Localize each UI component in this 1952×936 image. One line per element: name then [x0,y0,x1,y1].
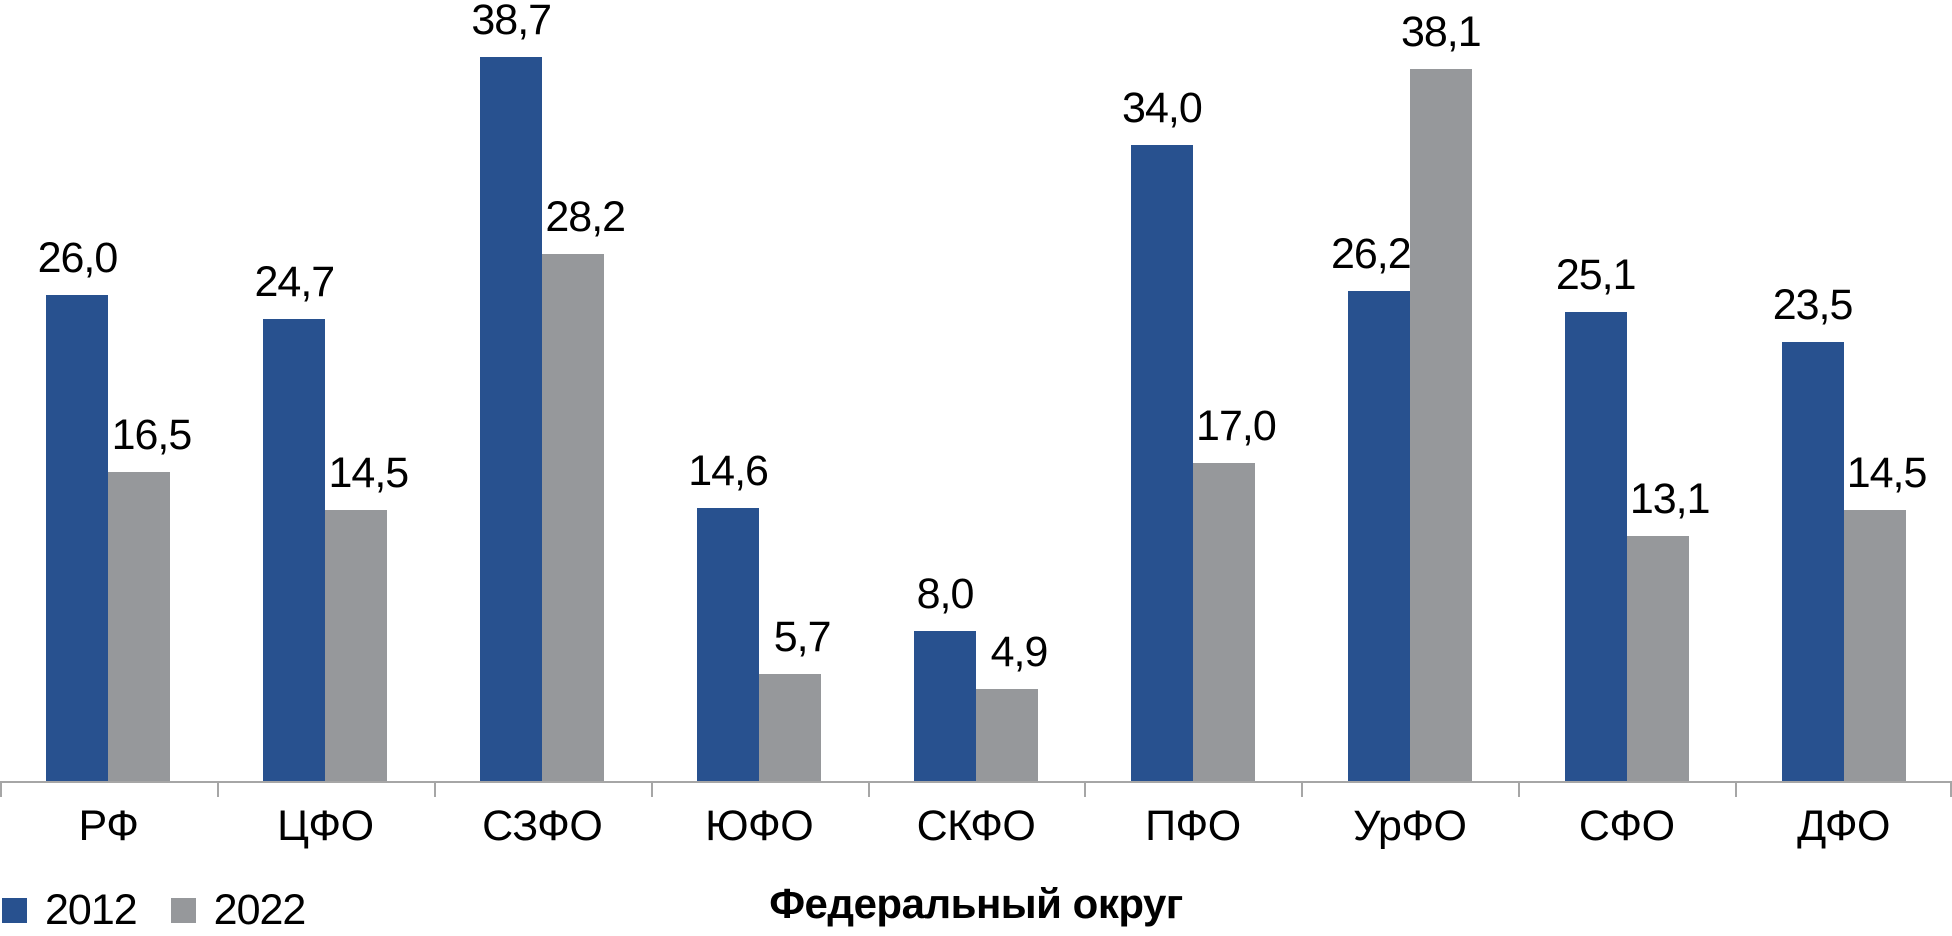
bar-slot-2012-ДФО: 23,5 [1773,284,1853,781]
value-label-2012-УрФО: 26,2 [1330,230,1412,278]
bar-2022-СЗФО [542,254,605,781]
legend-item-2012: 2012 [2,886,138,934]
bar-2012-ДФО [1781,342,1844,781]
bar-slot-2022-ДФО: 14,5 [1843,452,1927,781]
bar-2022-ДФО [1843,510,1906,781]
legend-label-2022: 2022 [213,886,307,934]
x-axis-label-ЦФО: ЦФО [277,802,374,850]
bar-2012-СЗФО [480,57,543,781]
chart-footer: Федеральный округ 2012 2022 [0,850,1952,936]
bar-slot-2022-ЦФО: 14,5 [325,452,409,781]
bar-2012-ЦФО [263,319,326,781]
bar-2012-СФО [1564,312,1627,781]
value-label-2012-ЦФО: 24,7 [254,258,335,306]
value-label-2022-ПФО: 17,0 [1196,402,1277,450]
value-label-2012-СЗФО: 38,7 [471,0,552,44]
bar-group-УрФО: 26,2 38,1 [1301,0,1518,781]
bar-2012-УрФО [1347,291,1410,781]
axis-tick [1950,781,1952,797]
bar-slot-2022-УрФО: 38,1 [1401,11,1482,781]
bar-2022-СКФО [976,689,1038,781]
axis-tick [650,781,653,797]
axis-tick [216,781,219,797]
bar-slot-2012-УрФО: 26,2 [1331,233,1412,781]
x-axis-label-ПФО: ПФО [1145,802,1241,850]
bar-2022-РФ [108,472,171,781]
bar-slot-2022-ПФО: 17,0 [1192,405,1277,781]
x-axis-labels: РФ ЦФО СЗФО ЮФО СКФО ПФО УрФО СФО ДФО [0,803,1952,849]
axis-tick [0,781,2,797]
value-label-2022-СЗФО: 28,2 [545,193,626,241]
bar-group-ЮФО: 14,6 5,7 [651,0,868,781]
x-axis-label-СФО: СФО [1578,802,1675,850]
value-label-2012-ДФО: 23,5 [1772,281,1854,329]
value-label-2022-РФ: 16,5 [111,411,193,459]
value-label-2022-ЦФО: 14,5 [328,449,409,497]
bar-2012-ПФО [1130,145,1193,781]
bar-slot-2022-СЗФО: 28,2 [542,196,626,781]
value-label-2012-СКФО: 8,0 [916,570,975,618]
bar-2012-СКФО [914,631,976,781]
bar-slot-2012-ЮФО: 14,6 [688,450,769,781]
legend-item-2022: 2022 [170,886,307,934]
x-axis-title: Федеральный округ [769,880,1183,927]
bar-slot-2022-СКФО: 4,9 [976,631,1048,781]
bar-slot-2012-ЦФО: 24,7 [254,261,335,781]
bar-2022-ЮФО [759,674,822,781]
bar-group-РФ: 26,0 16,5 [0,0,217,781]
bar-group-ЦФО: 24,7 14,5 [217,0,434,781]
bar-slot-2022-СФО: 13,1 [1626,478,1711,781]
value-label-2012-СФО: 25,1 [1555,251,1637,299]
value-label-2022-ЮФО: 5,7 [773,613,832,661]
bar-2022-ПФО [1192,463,1255,781]
bar-slot-2022-ЮФО: 5,7 [759,616,831,781]
axis-tick [433,781,436,797]
x-axis-label-ЮФО: ЮФО [705,802,814,850]
x-axis-label-УрФО: УрФО [1353,802,1467,850]
bar-group-СФО: 25,1 13,1 [1518,0,1735,781]
bar-group-СКФО: 8,0 4,9 [868,0,1085,781]
bar-group-ДФО: 23,5 14,5 [1735,0,1952,781]
bar-group-ПФО: 34,0 17,0 [1084,0,1301,781]
bar-slot-2012-СФО: 25,1 [1556,254,1637,781]
bar-2022-СФО [1626,536,1689,781]
axis-tick [1084,781,1087,797]
legend-swatch-2012 [2,898,27,923]
value-label-2012-ПФО: 34,0 [1122,84,1203,132]
legend-swatch-2022 [170,898,196,923]
axis-tick [1301,781,1304,797]
value-label-2022-СФО: 13,1 [1629,475,1711,523]
x-axis-label-РФ: РФ [78,802,139,850]
bar-2012-РФ [46,295,109,781]
legend-label-2012: 2012 [45,886,138,934]
value-label-2012-ЮФО: 14,6 [688,447,769,495]
bar-2022-ЦФО [325,510,388,781]
value-label-2022-УрФО: 38,1 [1400,8,1482,56]
axis-tick [1735,781,1738,797]
x-axis-label-СКФО: СКФО [916,802,1036,850]
x-axis-line [0,781,1952,797]
bar-group-СЗФО: 38,7 28,2 [434,0,651,781]
axis-tick [867,781,870,797]
plot-area: 26,0 16,5 24,7 14,5 38,7 28,2 14,6 5,7 8,0 4,9 34,… [0,0,1952,781]
value-label-2022-СКФО: 4,9 [990,628,1049,676]
axis-tick [1518,781,1521,797]
legend: 2012 2022 [2,886,307,934]
bar-slot-2012-РФ: 26,0 [38,237,118,781]
x-axis-label-СЗФО: СЗФО [482,802,603,850]
bar-slot-2022-РФ: 16,5 [108,414,192,781]
bar-slot-2012-СЗФО: 38,7 [471,0,552,781]
bar-2022-УрФО [1409,69,1472,781]
bar-slot-2012-ПФО: 34,0 [1122,87,1203,781]
value-label-2012-РФ: 26,0 [37,234,119,282]
bar-2012-ЮФО [697,508,760,781]
bar-slot-2012-СКФО: 8,0 [914,573,976,781]
value-label-2022-ДФО: 14,5 [1846,449,1928,497]
x-axis-label-ДФО: ДФО [1797,802,1890,850]
